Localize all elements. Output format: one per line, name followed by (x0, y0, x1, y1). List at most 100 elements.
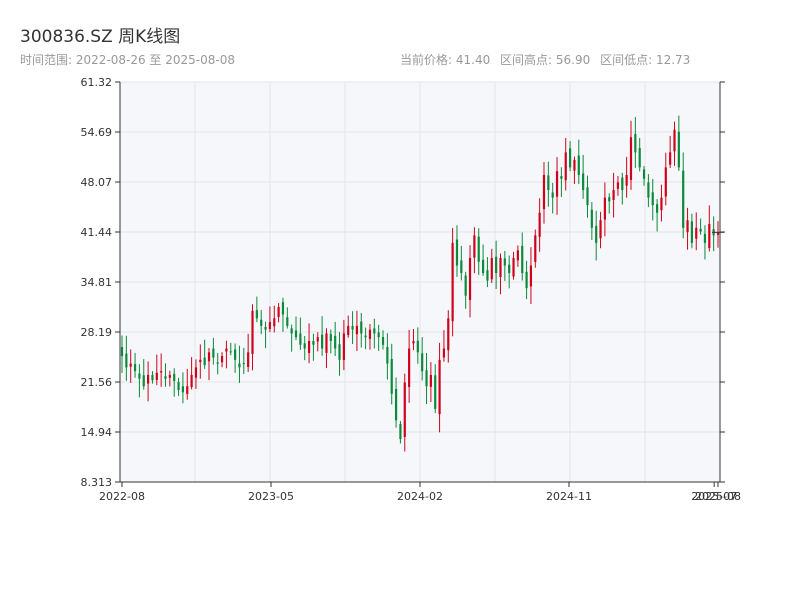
candle-body (381, 337, 385, 345)
candle-body (468, 257, 472, 301)
candle-body (173, 373, 176, 381)
candle-body (651, 192, 654, 206)
candle-body (595, 225, 598, 243)
candle-body (129, 363, 132, 367)
candle-body (551, 192, 554, 198)
chart-title: 300836.SZ 周K线图 (20, 27, 181, 47)
candle-body (225, 348, 228, 352)
candle-body (142, 375, 145, 387)
candle-body (477, 236, 480, 262)
date-range-label: 时间范围: 2022-08-26 至 2025-08-08 (20, 53, 235, 67)
candle-body (164, 376, 167, 379)
candle-body (534, 235, 537, 262)
candle-body (481, 259, 485, 274)
candle-body (255, 310, 258, 319)
candle-body (307, 340, 311, 353)
candle-body (577, 155, 580, 175)
candle-body (368, 329, 372, 339)
candle-body (669, 152, 672, 165)
candle-body (586, 187, 589, 206)
current-price-label: 当前价格: 41.40 (400, 53, 491, 67)
candle-body (260, 319, 263, 326)
candle-body (155, 372, 158, 380)
candle-body (355, 325, 359, 335)
x-tick-label: 2024-02 (397, 490, 443, 503)
candle-body (690, 221, 693, 243)
candle-body (316, 337, 319, 342)
candle-body (386, 347, 389, 364)
candle-body (642, 169, 646, 179)
candle-body (342, 333, 345, 361)
candle-body (390, 358, 393, 394)
candle-body (499, 257, 502, 277)
candle-body (560, 176, 563, 179)
candle-body (168, 374, 171, 378)
candle-body (490, 257, 493, 280)
candle-body (525, 271, 528, 289)
candle-body (408, 348, 411, 387)
candle-body (277, 307, 280, 317)
y-tick-label: 48.07 (81, 176, 113, 189)
candle-body (403, 382, 406, 437)
candle-body (603, 197, 606, 220)
candle-body (547, 175, 550, 191)
candle-body (473, 235, 476, 258)
candle-body (582, 173, 585, 191)
candle-body (451, 242, 454, 322)
candle-body (508, 264, 511, 274)
candle-body (312, 341, 315, 345)
candle-body (321, 334, 324, 349)
candle-body (516, 250, 519, 261)
candle-body (299, 333, 302, 345)
candle-body (677, 131, 680, 168)
candle-body (229, 351, 232, 353)
candle-body (186, 386, 189, 394)
candle-body (334, 335, 337, 349)
candle-body (147, 374, 150, 384)
y-tick-label: 14.94 (81, 426, 113, 439)
candle-body (220, 356, 224, 363)
candle-body (425, 370, 428, 387)
candle-body (564, 152, 567, 181)
y-tick-label: 54.69 (81, 126, 113, 139)
candle-body (203, 357, 206, 366)
candle-body (708, 224, 711, 249)
candle-body (503, 258, 506, 266)
candle-body (294, 330, 298, 338)
candle-body (590, 209, 593, 228)
candle-body (442, 348, 446, 358)
y-tick-label: 41.44 (81, 226, 113, 239)
candle-body (133, 364, 137, 372)
candle-body (234, 349, 237, 360)
candle-body (486, 270, 489, 281)
candle-body (151, 374, 154, 381)
candle-body (664, 167, 667, 197)
candle-body (303, 343, 306, 349)
candle-body (521, 245, 524, 274)
candle-body (138, 373, 141, 379)
candle-body (399, 424, 402, 440)
candle-body (429, 374, 432, 387)
candle-body (695, 227, 698, 239)
candle-body (125, 353, 128, 368)
x-tick-label: 2025-07 (691, 490, 737, 503)
candle-body (273, 318, 276, 327)
candle-body (616, 182, 620, 189)
candle-body (238, 363, 241, 368)
period-high-label: 区间高点: 56.90 (500, 53, 591, 67)
candle-body (351, 325, 354, 330)
candle-body (464, 275, 467, 296)
candle-body (655, 204, 659, 213)
candle-body (625, 174, 628, 186)
candle-body (512, 257, 515, 277)
candle-body (699, 228, 702, 232)
candle-body (286, 317, 289, 326)
candle-body (281, 302, 285, 315)
candle-body (421, 353, 424, 372)
candle-body (325, 333, 328, 353)
candle-body (329, 334, 332, 341)
candle-body (634, 133, 637, 153)
candle-body (438, 359, 441, 415)
candle-body (242, 363, 245, 365)
candle-body (373, 328, 376, 334)
